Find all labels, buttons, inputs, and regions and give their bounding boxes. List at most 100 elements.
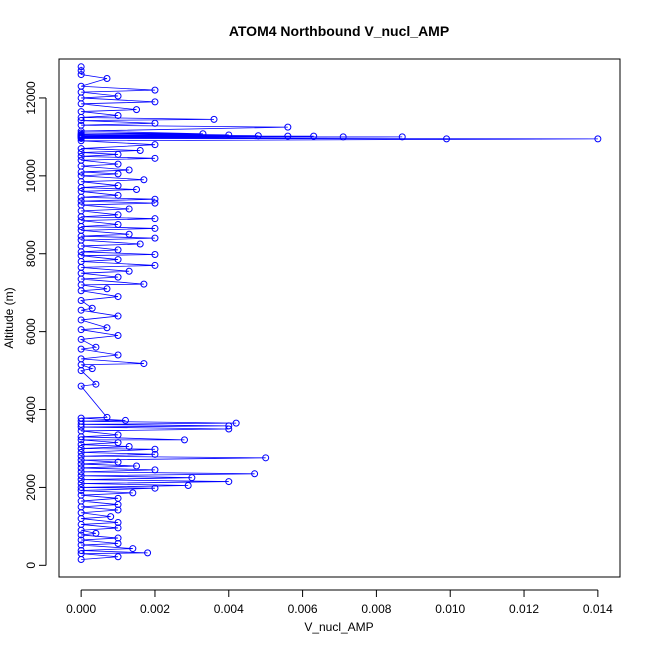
data-point [114,494,122,502]
data-point [133,185,141,193]
data-point [125,267,133,275]
x-axis-label: V_nucl_AMP [304,620,373,634]
data-point [114,439,122,447]
data-point [199,130,207,138]
data-point [443,135,451,143]
data-point [121,416,129,424]
data-point [251,470,259,478]
data-point [77,117,85,125]
data-point [77,480,85,488]
data-point [114,524,122,532]
data-point [77,476,85,484]
plot-frame [58,58,621,578]
data-point [77,108,85,116]
data-point [151,466,159,474]
data-point [114,431,122,439]
data-point [92,343,100,351]
data-point [77,121,85,129]
y-tick-label: 4000 [24,396,38,423]
data-point [114,256,122,264]
data-point [77,491,85,499]
data-point [77,536,85,544]
data-point [225,478,233,486]
data-point [151,450,159,458]
y-tick-label: 0 [24,562,38,569]
data-point [114,332,122,340]
data-point [103,285,111,293]
data-point [92,529,100,537]
plot-content [77,63,602,563]
data-point [184,481,192,489]
data-point [151,98,159,106]
data-point [77,201,85,209]
data-point [77,436,85,444]
data-point [88,365,96,373]
data-point [339,133,347,141]
data-point [77,472,85,480]
data-point [77,427,85,435]
data-point [114,150,122,158]
data-point [151,199,159,207]
data-point [107,513,115,521]
data-point [77,441,85,449]
y-axis: 0 2000 4000 6000 8000 10000 12000 [24,81,47,569]
data-point [114,160,122,168]
data-point [284,123,292,131]
data-point [77,541,85,549]
data-point [114,221,122,229]
x-tick-label: 0.014 [583,602,613,616]
data-point [125,205,133,213]
data-point [114,191,122,199]
data-point [77,145,85,153]
x-axis: 0.000 0.002 0.004 0.006 0.008 0.010 0.012 0.014 [66,589,613,616]
data-point [77,335,85,343]
data-point [151,251,159,259]
data-point [77,444,85,452]
data-point [77,547,85,555]
data-point [151,234,159,242]
data-point [77,326,85,334]
data-point [262,454,270,462]
data-point [77,217,85,225]
data-point [125,166,133,174]
data-point [114,111,122,119]
data-point [114,553,122,561]
x-tick-label: 0.012 [509,602,539,616]
y-tick-label: 2000 [24,474,38,501]
data-point [151,154,159,162]
data-point [114,351,122,359]
data-point [254,132,262,140]
data-point [77,355,85,363]
data-point [77,417,85,425]
x-tick-label: 0.002 [140,602,170,616]
data-point [77,172,85,180]
data-point [210,115,218,123]
data-point [151,261,159,269]
data-point [136,240,144,248]
x-tick-label: 0.004 [214,602,244,616]
data-point [151,445,159,453]
data-point [77,382,85,390]
x-tick-label: 0.000 [66,602,96,616]
data-point [77,316,85,324]
y-tick-label: 8000 [24,240,38,267]
data-point [284,132,292,140]
data-point [151,215,159,223]
data-point [114,182,122,190]
data-point [77,531,85,539]
data-point [144,549,152,557]
chart-title: ATOM4 Northbound V_nucl_AMP [229,23,449,39]
data-point [77,148,85,156]
data-point [77,236,85,244]
data-point [77,67,85,75]
x-tick-label: 0.010 [435,602,465,616]
data-point [114,273,122,281]
data-point [77,456,85,464]
data-point [133,462,141,470]
data-point [77,345,85,353]
data-point [77,306,85,314]
data-point [125,443,133,451]
data-point [77,226,85,234]
data-point [140,280,148,288]
